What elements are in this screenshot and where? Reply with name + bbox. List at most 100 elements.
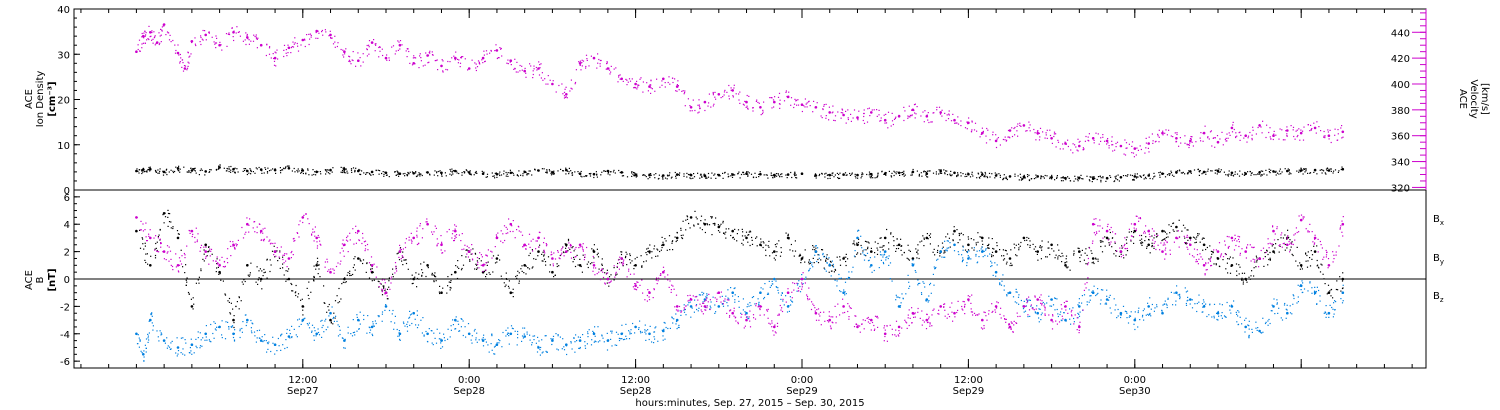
- data-point: [543, 258, 545, 260]
- data-point: [290, 282, 292, 285]
- data-point: [879, 237, 881, 239]
- data-point: [1336, 280, 1338, 282]
- data-point: [694, 299, 696, 301]
- data-point: [203, 249, 205, 251]
- data-point: [408, 317, 410, 319]
- data-point: [725, 231, 727, 233]
- data-point: [756, 245, 758, 247]
- data-point: [732, 295, 734, 297]
- data-point: [407, 268, 409, 270]
- data-point: [956, 229, 958, 231]
- data-point: [1012, 296, 1015, 298]
- data-point: [285, 49, 287, 51]
- data-point: [1152, 178, 1154, 180]
- data-point: [539, 244, 541, 246]
- data-point: [264, 271, 266, 273]
- data-point: [756, 236, 758, 238]
- data-point: [895, 250, 897, 252]
- data-point: [315, 37, 317, 39]
- data-point: [241, 281, 243, 283]
- data-point: [1029, 240, 1031, 242]
- data-point: [261, 170, 263, 172]
- data-point: [669, 172, 671, 174]
- data-point: [778, 103, 781, 105]
- data-point: [1324, 137, 1326, 139]
- data-point: [279, 167, 281, 169]
- data-point: [790, 97, 793, 99]
- data-point: [1232, 121, 1234, 123]
- data-point: [651, 251, 653, 253]
- data-point: [565, 167, 567, 169]
- data-point: [372, 323, 374, 325]
- data-point: [139, 169, 141, 171]
- data-point: [890, 233, 892, 235]
- data-point: [957, 251, 959, 253]
- data-point: [1153, 176, 1155, 178]
- data-point: [273, 57, 275, 60]
- data-point: [746, 316, 748, 318]
- data-point: [1126, 312, 1128, 314]
- data-point: [1057, 315, 1059, 318]
- data-point: [1208, 258, 1210, 260]
- data-point: [1230, 174, 1232, 176]
- data-point: [452, 324, 454, 326]
- data-point: [439, 285, 441, 287]
- data-point: [476, 332, 478, 334]
- data-point: [283, 44, 286, 46]
- data-point: [369, 327, 371, 329]
- data-point: [421, 174, 423, 177]
- data-point: [946, 114, 948, 116]
- data-point: [1020, 176, 1022, 178]
- data-point: [567, 240, 570, 242]
- data-point: [436, 172, 438, 174]
- data-point: [946, 240, 948, 242]
- data-point: [248, 43, 250, 45]
- data-point: [952, 113, 954, 115]
- data-point: [1135, 177, 1138, 179]
- data-point: [789, 249, 791, 251]
- data-point: [370, 170, 374, 174]
- data-point: [291, 290, 293, 292]
- data-point: [837, 177, 839, 179]
- data-point: [1296, 302, 1298, 304]
- data-point: [1229, 305, 1231, 307]
- data-point: [1309, 172, 1311, 174]
- data-point: [409, 171, 411, 173]
- data-point: [1113, 253, 1115, 255]
- data-point: [274, 51, 276, 53]
- data-point: [763, 296, 766, 299]
- data-point: [531, 267, 533, 269]
- data-point: [945, 236, 947, 238]
- data-point: [774, 176, 776, 178]
- data-point: [739, 102, 741, 104]
- data-point: [920, 292, 923, 294]
- data-point: [861, 247, 863, 249]
- data-point: [1216, 171, 1219, 173]
- data-point: [848, 277, 851, 279]
- data-point: [496, 261, 498, 263]
- data-point: [1126, 147, 1128, 149]
- data-point: [920, 115, 922, 117]
- data-point: [664, 82, 666, 84]
- data-point: [1189, 303, 1191, 305]
- data-point: [149, 168, 151, 170]
- data-point: [863, 122, 866, 124]
- data-point: [435, 59, 437, 62]
- data-point: [1219, 138, 1221, 140]
- data-point: [469, 259, 471, 261]
- data-point: [1149, 297, 1151, 299]
- data-point: [603, 170, 605, 172]
- data-point: [860, 244, 862, 247]
- data-point: [866, 241, 868, 243]
- data-point: [768, 280, 770, 282]
- data-point: [1111, 246, 1113, 248]
- data-point: [1145, 236, 1147, 238]
- data-point: [354, 256, 356, 258]
- data-point: [738, 300, 740, 302]
- data-point: [644, 331, 646, 333]
- data-point: [1298, 169, 1300, 171]
- data-point: [775, 280, 777, 282]
- data-point: [1337, 289, 1339, 291]
- data-point: [907, 274, 909, 276]
- data-point: [881, 254, 883, 256]
